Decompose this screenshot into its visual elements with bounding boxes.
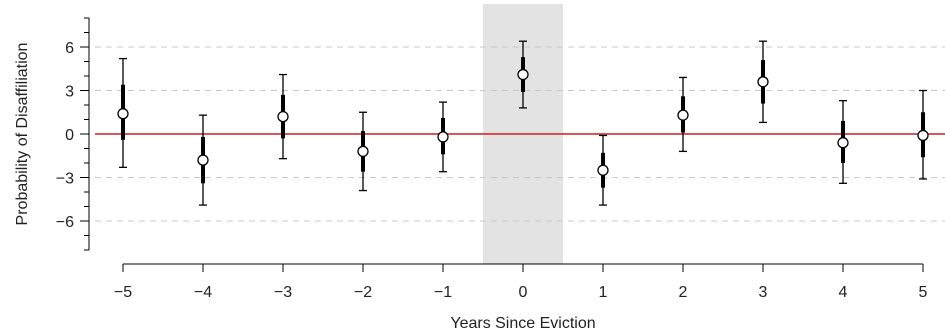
x-tick-label: −1 bbox=[434, 284, 452, 301]
data-point-group bbox=[517, 40, 529, 109]
data-point-group bbox=[837, 100, 849, 184]
x-tick-label: −5 bbox=[114, 284, 132, 301]
data-point bbox=[837, 137, 849, 149]
y-tick-label: 6 bbox=[65, 40, 74, 57]
data-point-group bbox=[437, 101, 449, 173]
x-tick-label: 0 bbox=[519, 284, 528, 301]
x-tick-label: −3 bbox=[274, 284, 292, 301]
x-tick-label: 1 bbox=[599, 284, 608, 301]
data-point-group bbox=[357, 111, 369, 192]
y-tick-label: −6 bbox=[56, 214, 74, 231]
data-point bbox=[277, 110, 289, 123]
y-axis-title: Probability of Disaffiliation bbox=[14, 43, 31, 226]
data-point bbox=[597, 164, 609, 176]
y-tick-label: 3 bbox=[65, 84, 74, 101]
x-tick-label: 5 bbox=[919, 284, 928, 301]
data-point bbox=[517, 68, 529, 81]
data-point bbox=[917, 129, 929, 142]
data-point bbox=[677, 109, 689, 121]
y-tick-label: 0 bbox=[65, 127, 74, 144]
x-axis-title: Years Since Eviction bbox=[450, 315, 595, 332]
data-point-group bbox=[757, 40, 769, 124]
x-tick-label: 3 bbox=[759, 284, 768, 301]
data-point-group bbox=[677, 76, 689, 153]
data-point-group bbox=[917, 89, 929, 180]
data-point bbox=[197, 154, 209, 166]
data-point bbox=[117, 108, 129, 120]
data-point-group bbox=[197, 114, 209, 206]
data-point bbox=[357, 145, 369, 158]
x-tick-label: −2 bbox=[354, 284, 372, 301]
x-tick-label: −4 bbox=[194, 284, 212, 301]
data-point bbox=[757, 76, 769, 88]
x-tick-label: 2 bbox=[679, 284, 688, 301]
y-tick-label: −3 bbox=[56, 171, 74, 188]
x-tick-label: 4 bbox=[839, 284, 848, 301]
data-point-group bbox=[277, 73, 289, 160]
data-point-group bbox=[597, 134, 609, 206]
data-point-group bbox=[117, 57, 129, 169]
data-point bbox=[437, 131, 449, 143]
